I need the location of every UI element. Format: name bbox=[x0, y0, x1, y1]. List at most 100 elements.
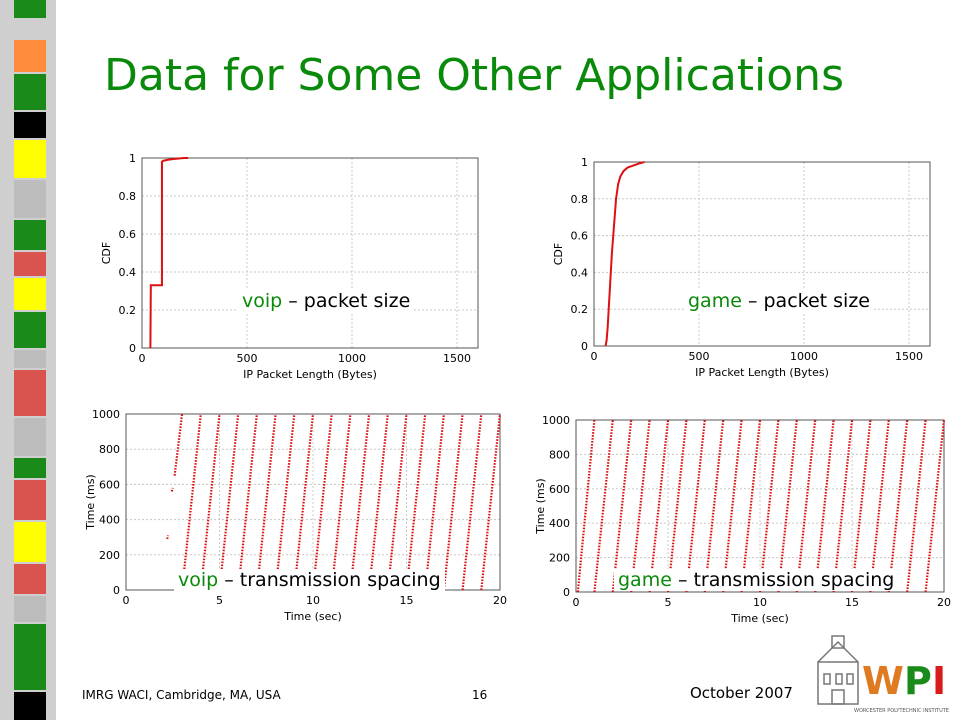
spacing-segment bbox=[461, 413, 483, 591]
spacing-segment bbox=[869, 419, 890, 593]
spacing-segment bbox=[237, 413, 258, 591]
y-axis-label: CDF bbox=[100, 242, 113, 264]
x-axis-label: Time (sec) bbox=[283, 610, 342, 623]
caption-app: voip bbox=[178, 569, 219, 591]
x-tick-label: 10 bbox=[306, 594, 320, 607]
y-tick-label: 1000 bbox=[92, 408, 120, 421]
chart-game-packet-size: 0 500 1000 1500 0 0.2 0.4 0.6 0.8 1 IP Packet Leng… bbox=[544, 150, 940, 384]
plot-frame bbox=[141, 157, 479, 349]
y-tick-label: 200 bbox=[549, 552, 570, 565]
footer-date: October 2007 bbox=[690, 684, 793, 702]
y-tick-label: 800 bbox=[99, 443, 120, 456]
caption-rest: – packet size bbox=[282, 290, 411, 312]
stripe-block bbox=[14, 220, 46, 250]
spacing-segment bbox=[170, 487, 174, 492]
spacing-segment bbox=[368, 413, 389, 591]
stripe-block bbox=[14, 40, 46, 72]
stripe-block bbox=[14, 278, 46, 310]
x-tick-label: 0 bbox=[591, 350, 598, 363]
spacing-segment bbox=[218, 413, 240, 591]
x-axis-label: Time (sec) bbox=[730, 612, 789, 625]
spacing-segment bbox=[703, 419, 725, 593]
y-tick-label: 400 bbox=[549, 517, 570, 530]
spacing-segment bbox=[330, 413, 352, 591]
spacing-segment bbox=[181, 413, 202, 591]
y-tick-label: 800 bbox=[549, 448, 570, 461]
spacing-segment bbox=[576, 419, 596, 593]
decorative-stripe bbox=[0, 0, 56, 720]
y-tick-label: 1 bbox=[581, 156, 588, 169]
plot-frame bbox=[593, 161, 931, 347]
caption-rest: – transmission spacing bbox=[671, 569, 895, 591]
spacing-segment bbox=[611, 419, 633, 593]
x-tick-label: 20 bbox=[493, 594, 507, 607]
spacing-segment bbox=[424, 413, 445, 591]
y-tick-label: 0.4 bbox=[571, 266, 589, 279]
x-tick-label: 0 bbox=[123, 594, 130, 607]
stripe-block bbox=[14, 0, 46, 18]
x-tick-label: 500 bbox=[237, 352, 258, 365]
spacing-segment bbox=[480, 413, 502, 591]
y-tick-label: 400 bbox=[99, 514, 120, 527]
caption-rest: – transmission spacing bbox=[218, 569, 441, 591]
stripe-block bbox=[14, 252, 46, 276]
building-icon bbox=[817, 635, 859, 705]
y-tick-label: 0.2 bbox=[119, 304, 137, 317]
caption-voip-transmission-spacing: voip – transmission spacing bbox=[174, 569, 445, 591]
chart-voip-packet-size-svg: 0 500 1000 1500 0 0.2 0.4 0.6 0.8 1 IP Packet Leng… bbox=[100, 152, 479, 381]
caption-rest: – packet size bbox=[741, 290, 870, 312]
spacing-segment bbox=[274, 413, 296, 591]
spacing-segment bbox=[311, 413, 333, 591]
wpi-lettering: W P I WORCESTER POLYTECHNIC INSTITUTE bbox=[854, 659, 949, 714]
y-tick-label: 0.8 bbox=[571, 193, 589, 206]
chart-game-packet-size-svg: 0 500 1000 1500 0 0.2 0.4 0.6 0.8 1 IP Packet Leng… bbox=[552, 156, 931, 379]
cdf-line bbox=[149, 157, 189, 349]
x-tick-label: 1500 bbox=[895, 350, 923, 363]
spacing-segment bbox=[795, 419, 817, 593]
spacing-segment bbox=[386, 413, 408, 591]
y-tick-label: 0 bbox=[563, 586, 570, 599]
y-axis-label: Time (ms) bbox=[534, 478, 547, 534]
stripe-block bbox=[14, 564, 46, 594]
stripe-block bbox=[14, 180, 46, 218]
stripe-block bbox=[14, 74, 46, 110]
stripe-block bbox=[14, 140, 46, 178]
logo-subtitle: WORCESTER POLYTECHNIC INSTITUTE bbox=[854, 708, 949, 714]
y-tick-label: 0.6 bbox=[119, 228, 137, 241]
spacing-segment bbox=[293, 413, 315, 591]
chart-voip-transmission-spacing: 0 5 10 15 20 0 200 400 600 800 1000 Time (sec) Time … bbox=[60, 402, 510, 628]
x-tick-label: 0 bbox=[139, 352, 146, 365]
x-axis-label: IP Packet Length (Bytes) bbox=[243, 368, 377, 381]
y-tick-label: 0.2 bbox=[571, 303, 589, 316]
spacing-segment bbox=[814, 419, 835, 593]
caption-app: voip bbox=[242, 290, 283, 312]
y-tick-label: 0 bbox=[581, 340, 588, 353]
stripe-block bbox=[14, 112, 46, 138]
x-tick-label: 15 bbox=[400, 594, 414, 607]
stripe-block bbox=[14, 596, 46, 622]
y-axis-label: Time (ms) bbox=[84, 474, 97, 530]
spacing-segment bbox=[349, 413, 371, 591]
page-title: Data for Some Other Applications bbox=[104, 50, 844, 101]
wpi-logo: W P I WORCESTER POLYTECHNIC INSTITUTE bbox=[814, 632, 954, 716]
x-tick-label: 0 bbox=[573, 596, 580, 609]
spacing-segment bbox=[593, 419, 614, 593]
y-axis-label: CDF bbox=[552, 243, 565, 265]
logo-letter-w: W bbox=[862, 659, 904, 703]
stripe-block bbox=[14, 624, 46, 690]
spacing-segment bbox=[850, 419, 872, 593]
spacing-segment bbox=[405, 413, 427, 591]
y-tick-label: 0.8 bbox=[119, 190, 137, 203]
y-tick-label: 1000 bbox=[542, 414, 570, 427]
chart-voip-packet-size: 0 500 1000 1500 0 0.2 0.4 0.6 0.8 1 IP Packet Leng… bbox=[88, 146, 498, 390]
stripe-block bbox=[14, 350, 46, 368]
caption-app: game bbox=[688, 290, 742, 312]
y-tick-label: 200 bbox=[99, 549, 120, 562]
logo-letter-i: I bbox=[932, 659, 946, 703]
x-tick-label: 20 bbox=[937, 596, 951, 609]
spacing-segment bbox=[887, 419, 909, 593]
stripe-block bbox=[14, 692, 46, 720]
spacing-segment bbox=[648, 419, 670, 593]
